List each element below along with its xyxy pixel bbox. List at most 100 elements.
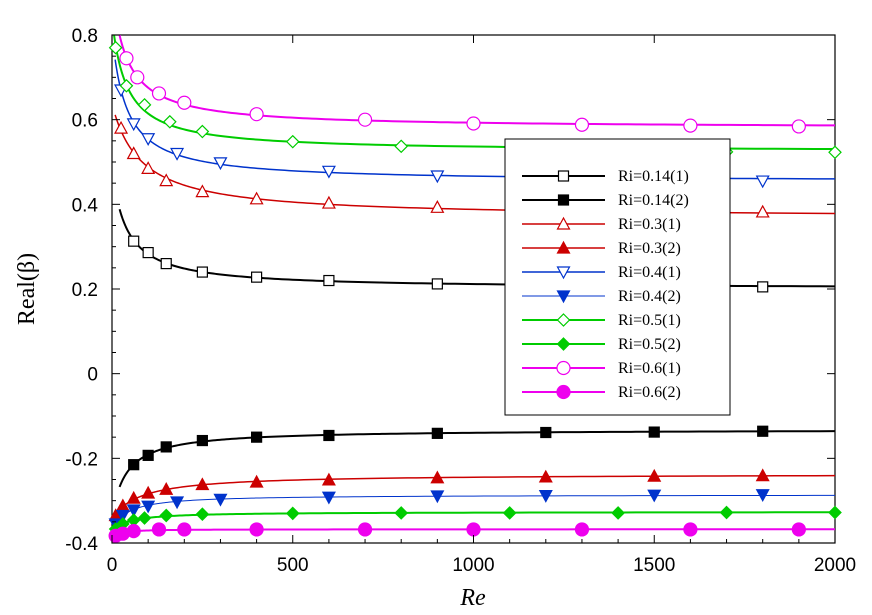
legend-marker xyxy=(556,216,571,230)
data-point xyxy=(321,165,336,179)
data-point xyxy=(430,490,445,504)
data-point xyxy=(160,258,172,270)
data-point xyxy=(466,522,481,537)
data-point xyxy=(828,505,842,520)
legend-marker xyxy=(556,360,571,376)
y-tick-label: 0 xyxy=(87,365,98,386)
data-point xyxy=(142,449,154,461)
data-point xyxy=(126,490,141,504)
data-point xyxy=(141,485,156,499)
data-point xyxy=(430,170,445,184)
data-point xyxy=(755,204,770,218)
data-point xyxy=(141,500,156,514)
data-point xyxy=(128,235,140,247)
data-point xyxy=(126,118,141,132)
x-tick-label: 1500 xyxy=(633,555,675,576)
data-point xyxy=(538,469,553,483)
data-point xyxy=(828,145,842,160)
data-point xyxy=(719,505,734,520)
data-point xyxy=(574,117,590,132)
data-point xyxy=(177,522,192,537)
data-point xyxy=(321,472,336,486)
legend-label: Ri=0.3(1) xyxy=(618,216,681,233)
data-point xyxy=(540,426,552,439)
data-point xyxy=(357,522,373,537)
data-point xyxy=(141,133,156,146)
legend-marker xyxy=(556,337,571,351)
data-point xyxy=(195,124,210,139)
data-point xyxy=(791,522,806,537)
legend-label: Ri=0.3(2) xyxy=(618,240,681,257)
x-axis: 0 500 1000 1500 2000 xyxy=(107,35,856,576)
data-point xyxy=(683,118,698,133)
data-point xyxy=(502,506,517,520)
data-point xyxy=(251,271,263,283)
data-point xyxy=(285,506,300,521)
legend-label: Ri=0.4(2) xyxy=(618,288,681,305)
y-tick-label: 0.4 xyxy=(72,195,99,216)
data-point xyxy=(196,434,208,447)
y-tick-label: 0.6 xyxy=(72,111,98,132)
data-point xyxy=(213,157,228,171)
data-point xyxy=(177,95,192,110)
y-tick-label: 0.8 xyxy=(72,26,98,47)
data-point xyxy=(611,506,625,520)
y-axis-label: Real(β) xyxy=(14,253,40,325)
data-point xyxy=(249,107,264,122)
data-point xyxy=(141,161,156,174)
data-point xyxy=(128,459,140,471)
data-point xyxy=(130,70,145,85)
data-point xyxy=(195,507,210,522)
x-tick-label: 0 xyxy=(107,555,118,576)
data-point xyxy=(142,246,154,259)
data-point xyxy=(466,116,481,131)
data-point xyxy=(757,425,769,437)
legend-label: Ri=0.14(2) xyxy=(618,192,689,209)
x-axis-label: Re xyxy=(459,585,486,611)
data-point xyxy=(249,191,264,205)
data-point xyxy=(196,266,208,278)
data-point xyxy=(126,146,141,160)
data-point xyxy=(755,489,770,502)
data-point xyxy=(249,474,264,488)
data-point xyxy=(791,119,806,134)
legend: Ri=0.14(1) Ri=0.14(2) Ri=0.3(1) Ri=0.3(2) Ri… xyxy=(504,138,731,416)
y-tick-label: -0.2 xyxy=(65,449,98,470)
data-point xyxy=(119,78,134,93)
data-point xyxy=(321,195,336,209)
data-point xyxy=(683,522,698,537)
legend-label: Ri=0.4(1) xyxy=(618,264,681,281)
data-point xyxy=(170,496,185,510)
data-point xyxy=(430,470,445,484)
data-point xyxy=(213,493,228,507)
data-point xyxy=(323,429,335,442)
x-tick-label: 2000 xyxy=(814,555,856,576)
legend-marker xyxy=(556,384,571,400)
x-tick-label: 1000 xyxy=(452,555,494,576)
data-point xyxy=(195,477,210,491)
data-point xyxy=(115,509,130,523)
data-point xyxy=(323,274,335,287)
legend-label: Ri=0.5(2) xyxy=(618,336,681,353)
data-point xyxy=(119,51,134,66)
data-point xyxy=(321,491,336,505)
data-point xyxy=(159,508,174,523)
data-point xyxy=(394,506,409,520)
legend-label: Ri=0.6(2) xyxy=(618,384,681,401)
legend-marker xyxy=(556,240,571,254)
data-point xyxy=(151,86,167,101)
data-point xyxy=(162,114,177,129)
data-point xyxy=(159,173,174,187)
data-point xyxy=(647,489,662,503)
legend-marker xyxy=(557,170,570,182)
data-point xyxy=(160,441,172,453)
series-line-8 xyxy=(118,35,835,127)
data-point xyxy=(648,426,660,438)
data-point xyxy=(431,427,443,439)
legend-marker xyxy=(557,194,570,206)
data-point xyxy=(249,522,264,537)
data-point xyxy=(195,184,210,198)
data-point xyxy=(757,281,769,293)
data-point xyxy=(126,524,141,539)
